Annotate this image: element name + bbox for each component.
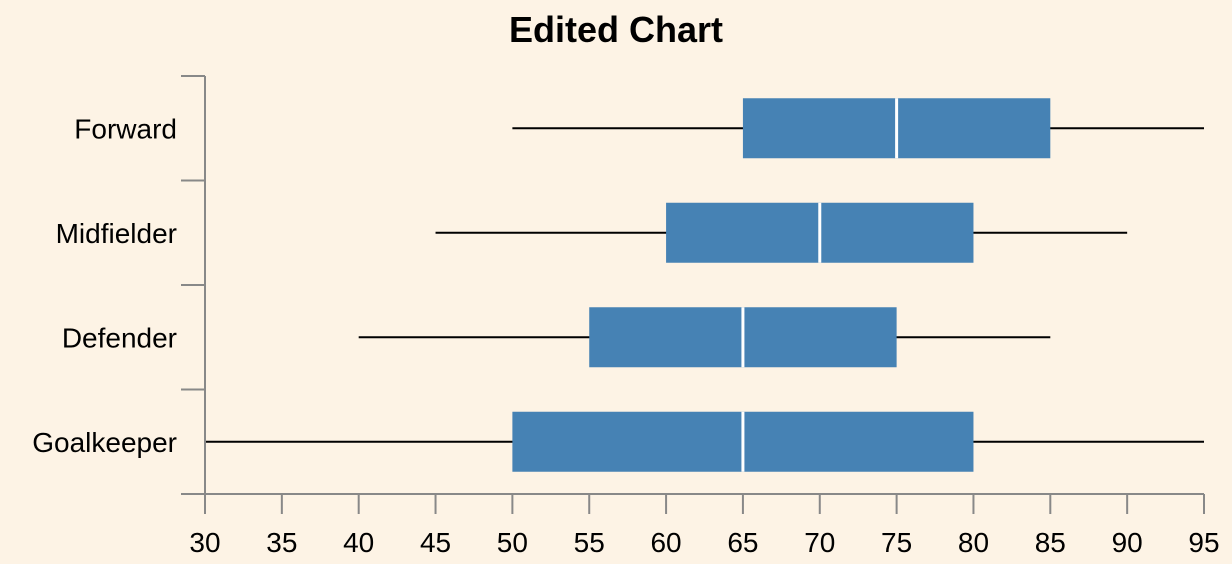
whiskers-layer — [205, 127, 1204, 443]
x-tick-label-35: 35 — [266, 527, 297, 558]
boxes-layer — [512, 98, 1051, 472]
x-tick-label-75: 75 — [881, 527, 912, 558]
x-tick-label-40: 40 — [343, 527, 374, 558]
category-label-midfielder: Midfielder — [56, 218, 177, 249]
category-label-forward: Forward — [74, 113, 177, 144]
x-tick-label-95: 95 — [1188, 527, 1219, 558]
category-label-goalkeeper: Goalkeeper — [32, 427, 177, 458]
chart-title: Edited Chart — [509, 9, 723, 50]
x-tick-label-90: 90 — [1112, 527, 1143, 558]
x-tick-label-60: 60 — [650, 527, 681, 558]
x-tick-label-55: 55 — [574, 527, 605, 558]
x-tick-label-30: 30 — [189, 527, 220, 558]
axes-layer: Forward Midfielder Defender Goalkeeper 30 35 4… — [32, 75, 1220, 558]
category-label-defender: Defender — [62, 322, 177, 353]
x-tick-label-85: 85 — [1035, 527, 1066, 558]
x-tick-label-45: 45 — [420, 527, 451, 558]
x-tick-label-50: 50 — [497, 527, 528, 558]
x-tick-label-80: 80 — [958, 527, 989, 558]
x-tick-label-70: 70 — [804, 527, 835, 558]
x-tick-label-65: 65 — [727, 527, 758, 558]
